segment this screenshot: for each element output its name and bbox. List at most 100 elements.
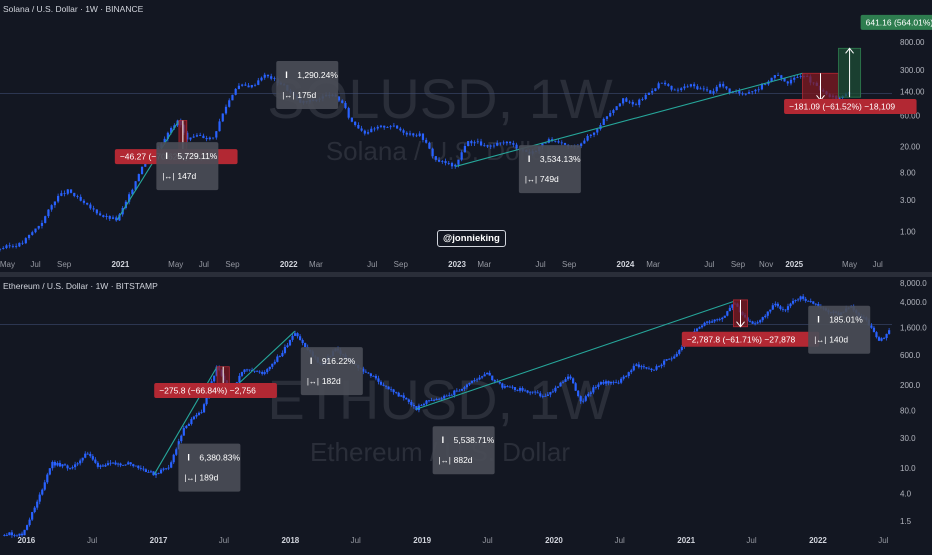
x-tick-label: Sep [562, 260, 577, 269]
candle [475, 379, 479, 381]
candle [76, 463, 79, 465]
candle [521, 388, 524, 391]
candle [20, 533, 24, 536]
candle [541, 396, 544, 398]
candle [741, 93, 744, 95]
candle [802, 296, 805, 299]
info-box-bg [808, 305, 871, 354]
candle [291, 335, 294, 340]
x-tick-label: Jul [873, 260, 883, 269]
candle [386, 127, 389, 128]
candle [304, 343, 307, 348]
candle [122, 465, 125, 466]
candle [144, 469, 147, 473]
date-range-info-box: I 1,290.24% |↔| 175d [276, 60, 339, 109]
candle [92, 208, 95, 210]
date-range-info-box: I 185.01% |↔| 140d [808, 305, 871, 354]
y-tick-label: 1.5 [900, 517, 912, 526]
candle [234, 88, 237, 95]
candle [94, 459, 97, 463]
candle [592, 387, 595, 393]
candle [374, 375, 378, 379]
candle [180, 435, 183, 442]
candle [434, 156, 437, 160]
candle [27, 234, 31, 239]
info-box-percent: 5,729.11% [177, 151, 217, 161]
candle [243, 369, 246, 373]
x-tick-label: May [0, 260, 15, 269]
candle [544, 395, 547, 397]
candle [560, 142, 563, 144]
x-tick-label: 2021 [677, 536, 695, 545]
candle [505, 141, 508, 144]
candle [759, 320, 762, 323]
candle [872, 327, 876, 333]
candle [137, 174, 140, 182]
candle [784, 309, 787, 311]
x-tick-label: Sep [225, 260, 240, 269]
candle [195, 135, 199, 137]
x-tick-label: Jul [704, 260, 714, 269]
gain-label: 641.16 (564.01%) 64.116 [866, 17, 932, 27]
candle [258, 371, 261, 373]
candle [109, 462, 112, 464]
candle [131, 189, 134, 195]
candle [175, 449, 178, 455]
candle [142, 468, 145, 470]
candle [170, 127, 173, 133]
candle [202, 135, 205, 139]
candle [437, 159, 441, 162]
x-tick-label: Jul [30, 260, 40, 269]
panel-divider[interactable] [0, 272, 932, 277]
candle [286, 345, 289, 348]
candle [74, 464, 77, 468]
candle [402, 130, 405, 133]
drawdown-label-box [681, 331, 820, 347]
candle [372, 375, 375, 377]
info-box-bg [300, 347, 363, 396]
candle [453, 390, 456, 395]
candle [15, 535, 19, 537]
candle [551, 391, 554, 393]
range-icon: I [165, 151, 168, 161]
candle [208, 137, 211, 140]
candle [111, 217, 115, 219]
candle [438, 398, 441, 400]
candle [23, 529, 26, 536]
candle [518, 388, 522, 391]
candle [665, 359, 668, 361]
candle [637, 364, 640, 368]
candle [493, 380, 496, 382]
info-box-bg [276, 60, 339, 109]
candle [566, 376, 570, 380]
candle [228, 100, 231, 107]
candle [602, 118, 605, 126]
y-tick-label: 8.00 [900, 168, 916, 177]
candle [118, 214, 121, 221]
info-box-percent: 185.01% [829, 315, 863, 325]
candle [369, 373, 372, 376]
candle [506, 386, 509, 388]
range-icon: I [285, 70, 288, 80]
candle [98, 213, 102, 216]
candle [641, 98, 644, 100]
x-tick-label: Mar [646, 260, 660, 269]
candle [224, 106, 228, 114]
candle [620, 378, 623, 383]
x-tick-label: Jul [219, 536, 229, 545]
candle [420, 405, 423, 406]
candle [66, 465, 69, 469]
candle [2, 248, 5, 249]
candle [450, 394, 453, 396]
candle [250, 84, 253, 88]
candle [838, 97, 841, 100]
candle [187, 423, 190, 426]
candle [61, 464, 64, 467]
gain-label-box [860, 14, 932, 30]
candle [660, 364, 663, 367]
candle [628, 101, 631, 103]
